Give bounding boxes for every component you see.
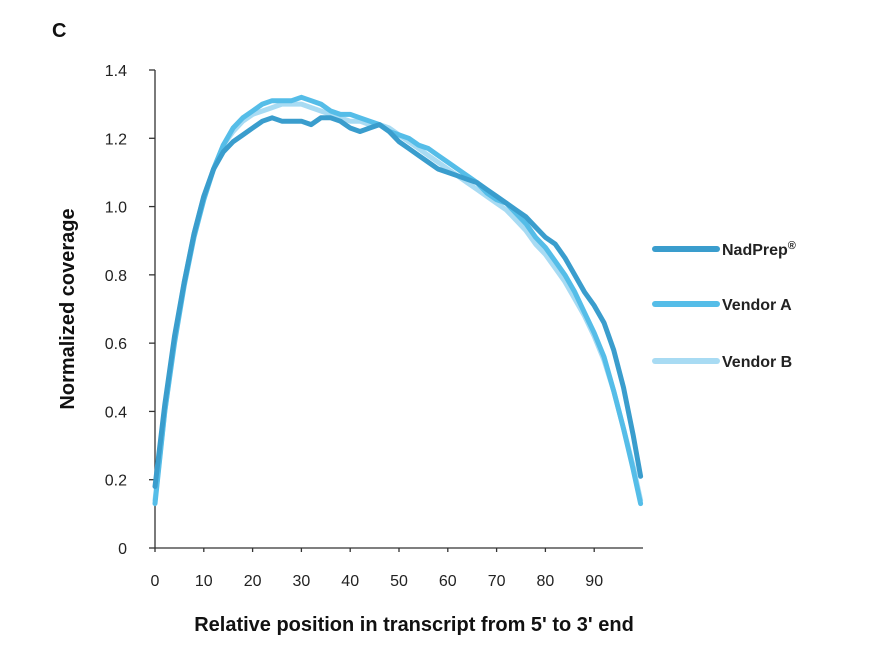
- y-tick-label: 1.4: [105, 63, 127, 80]
- y-axis-title: Normalized coverage: [57, 208, 79, 409]
- x-axis-ticks: 0 10 20 30 40 50 60 70 80 90: [151, 548, 603, 590]
- series-line-vendor-a: [152, 94, 644, 507]
- legend-label-text: NadPrep: [722, 242, 788, 259]
- y-tick-label: 0.2: [105, 473, 127, 490]
- series-line-nadprep: [152, 115, 644, 489]
- y-tick-label: 1.0: [105, 200, 127, 217]
- y-tick-label: 0.8: [105, 268, 127, 285]
- x-tick-label: 30: [293, 573, 311, 590]
- legend: NadPrep® Vendor A Vendor B: [652, 240, 796, 371]
- x-tick-label: 0: [151, 573, 160, 590]
- y-tick-label: 0.6: [105, 336, 127, 353]
- x-tick-label: 50: [390, 573, 408, 590]
- y-tick-label: 0.4: [105, 404, 127, 421]
- legend-label-text: Vendor A: [722, 297, 792, 314]
- x-tick-label: 60: [439, 573, 457, 590]
- y-tick-label: 1.2: [105, 131, 127, 148]
- series-line-vendor-b: [152, 101, 644, 503]
- legend-label-nadprep: NadPrep®: [722, 240, 796, 259]
- panel-label: C: [52, 20, 66, 42]
- x-axis-title: Relative position in transcript from 5' …: [194, 614, 634, 636]
- x-tick-label: 80: [537, 573, 555, 590]
- series-lines: [152, 94, 644, 507]
- legend-label-vendor-a: Vendor A: [722, 297, 792, 314]
- legend-label-vendor-b: Vendor B: [722, 354, 792, 371]
- x-tick-label: 70: [488, 573, 506, 590]
- x-tick-label: 10: [195, 573, 213, 590]
- x-tick-label: 20: [244, 573, 262, 590]
- legend-label-text: Vendor B: [722, 354, 792, 371]
- x-tick-label: 40: [341, 573, 359, 590]
- y-axis-ticks: 0 0.2 0.4 0.6 0.8 1.0 1.2 1.4: [105, 63, 155, 558]
- registered-mark: ®: [788, 240, 796, 252]
- y-tick-label: 0: [118, 541, 127, 558]
- x-tick-label: 90: [585, 573, 603, 590]
